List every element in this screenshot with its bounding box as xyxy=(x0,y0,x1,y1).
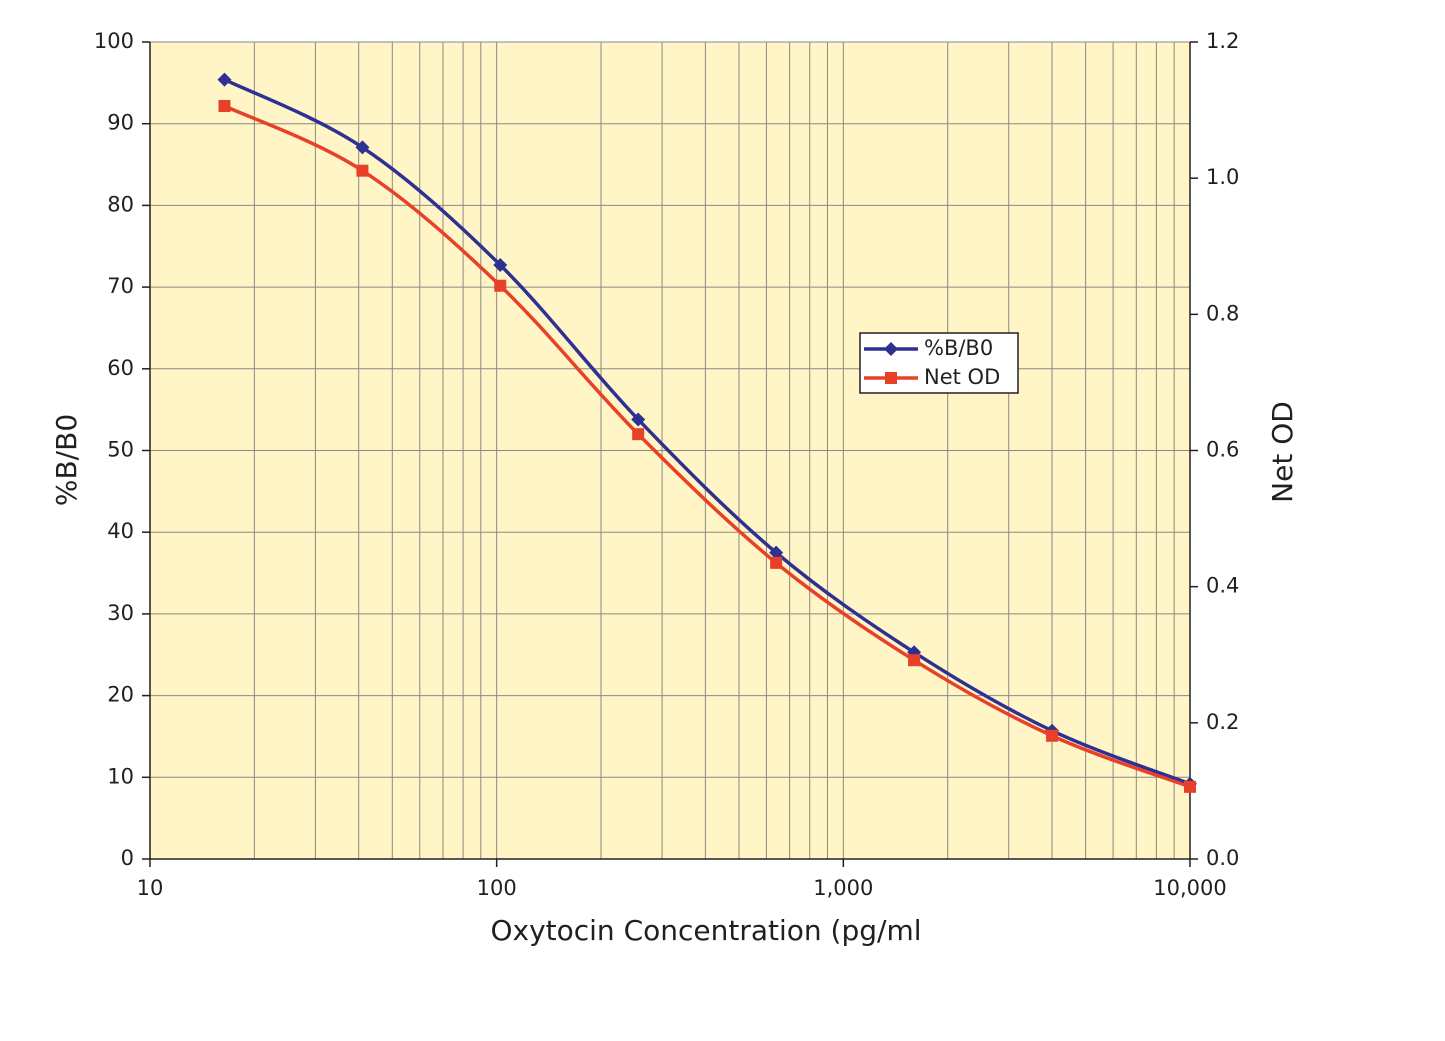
y2-axis-title: Net OD xyxy=(1266,401,1299,503)
y-tick-label: 50 xyxy=(107,438,134,462)
y-tick-label: 30 xyxy=(107,601,134,625)
marker xyxy=(494,279,507,292)
legend-label: Net OD xyxy=(924,365,1000,389)
marker xyxy=(632,428,645,441)
x-tick-label: 10 xyxy=(137,876,164,900)
marker xyxy=(1184,780,1196,793)
y2-tick-label: 0.6 xyxy=(1206,438,1239,462)
series-line xyxy=(223,104,1191,789)
y-tick-label: 10 xyxy=(107,764,134,788)
y-axis-title: %B/B0 xyxy=(50,414,83,506)
y-tick-label: 90 xyxy=(107,111,134,135)
legend-label: %B/B0 xyxy=(924,336,993,360)
y-tick-label: 70 xyxy=(107,274,134,298)
marker xyxy=(631,412,646,427)
marker xyxy=(770,556,783,569)
legend-marker xyxy=(884,342,898,356)
x-tick-label: 10,000 xyxy=(1153,876,1226,900)
x-tick-label: 1,000 xyxy=(813,876,873,900)
marker xyxy=(217,72,232,87)
y-tick-label: 100 xyxy=(94,29,134,53)
y2-tick-label: 1.0 xyxy=(1206,165,1239,189)
y-tick-label: 20 xyxy=(107,683,134,707)
y2-tick-label: 0.8 xyxy=(1206,301,1239,325)
x-tick-label: 100 xyxy=(477,876,517,900)
y-tick-label: 0 xyxy=(121,846,134,870)
y-tick-label: 40 xyxy=(107,519,134,543)
marker xyxy=(769,545,784,560)
y2-tick-label: 1.2 xyxy=(1206,29,1239,53)
marker xyxy=(908,654,921,667)
y-tick-label: 80 xyxy=(107,192,134,216)
marker xyxy=(493,258,508,273)
legend-marker xyxy=(885,372,897,384)
marker xyxy=(355,140,370,155)
y2-tick-label: 0.4 xyxy=(1206,574,1239,598)
y2-tick-label: 0.2 xyxy=(1206,710,1239,734)
x-axis-title: Oxytocin Concentration (pg/ml xyxy=(490,914,921,947)
series-line xyxy=(223,78,1191,786)
y-tick-label: 60 xyxy=(107,356,134,380)
marker xyxy=(1046,729,1059,742)
y2-tick-label: 0.0 xyxy=(1206,846,1239,870)
marker xyxy=(356,164,369,177)
marker xyxy=(218,99,231,112)
